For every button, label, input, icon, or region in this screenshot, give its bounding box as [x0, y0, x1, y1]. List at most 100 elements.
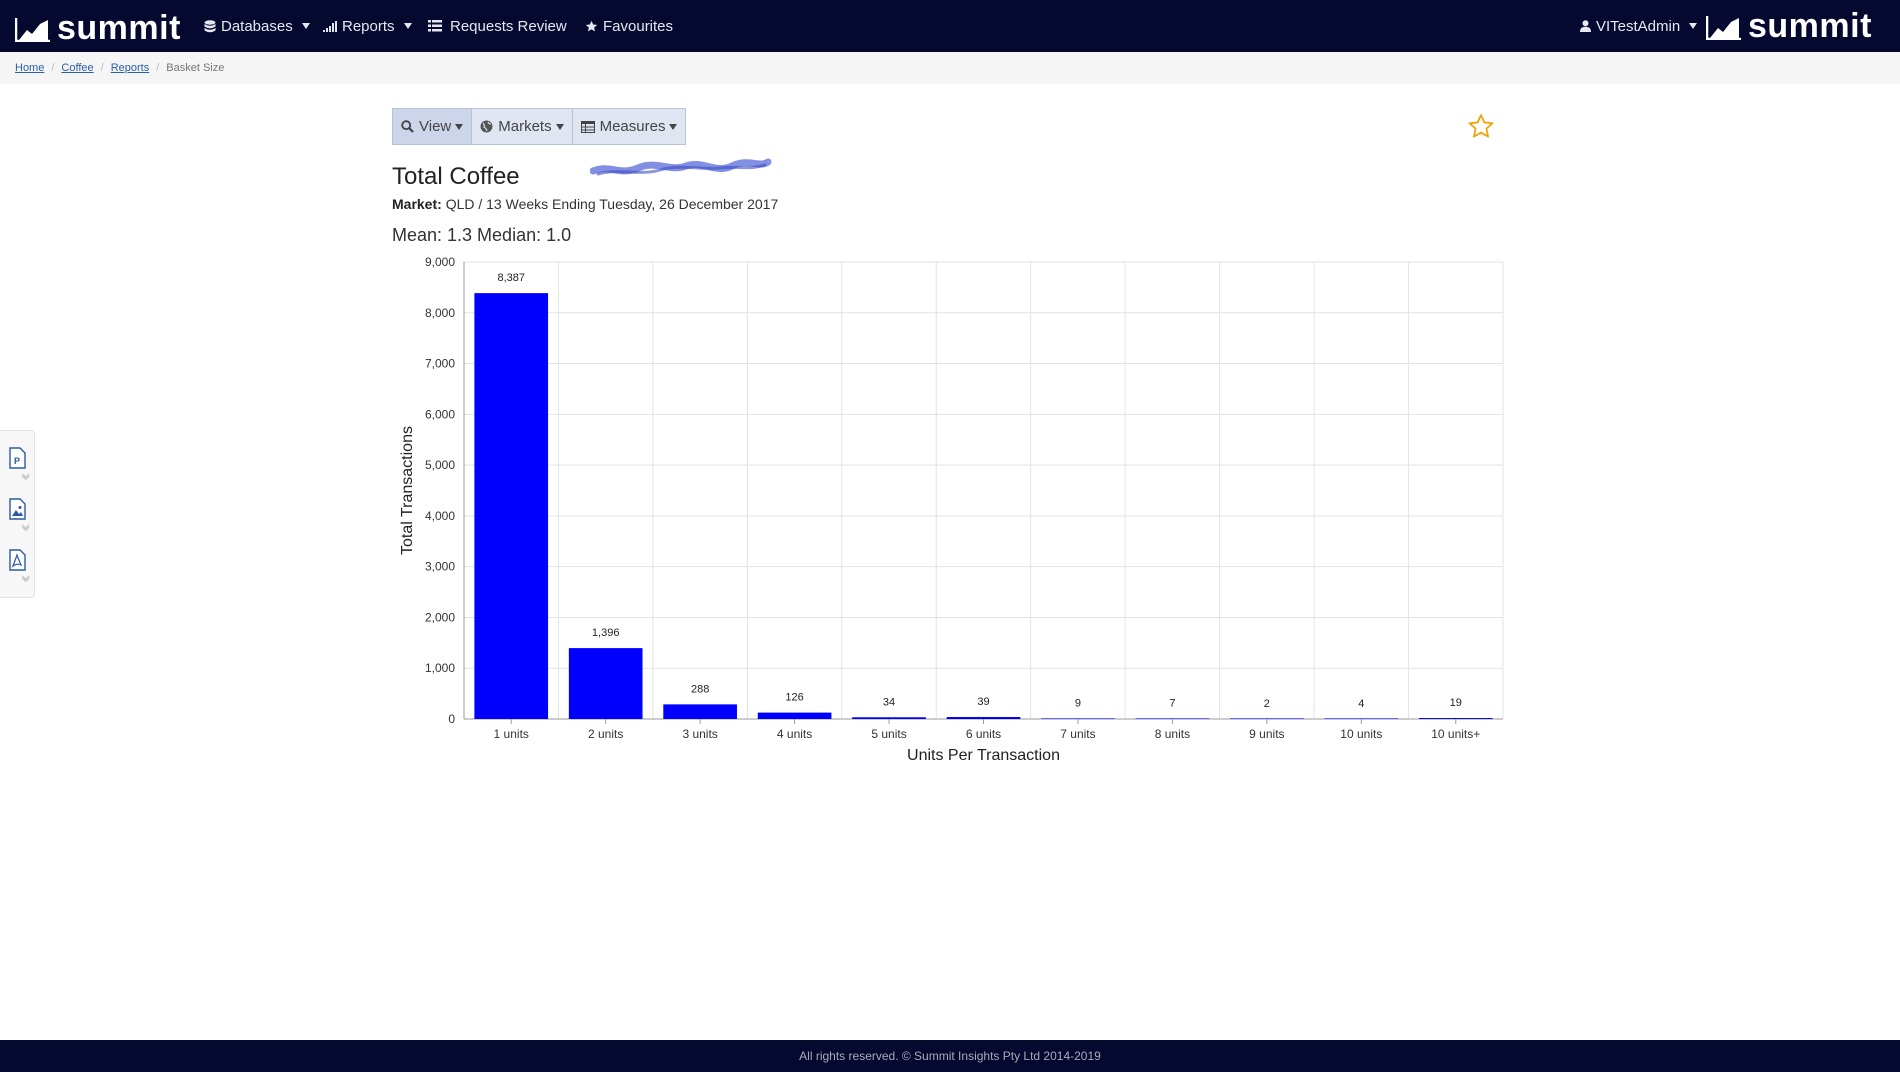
nav-favourites-label: Favourites [603, 17, 674, 35]
x-tick-label: 2 units [588, 727, 623, 741]
x-tick-label: 10 units+ [1431, 727, 1480, 741]
export-panel: P [0, 430, 35, 598]
breadcrumb-home[interactable]: Home [15, 62, 45, 74]
data-label: 4 [1358, 698, 1364, 710]
copyright-text: All rights reserved. © Summit Insights P… [799, 1049, 1101, 1063]
x-tick-label: 4 units [777, 727, 812, 741]
data-label: 2 [1264, 698, 1270, 710]
x-tick-label: 10 units [1340, 727, 1382, 741]
export-powerpoint-icon[interactable]: P [7, 447, 31, 481]
nav-databases[interactable]: Databases [204, 0, 310, 52]
database-icon [204, 19, 216, 33]
chart-x-ticks: 1 units 2 units 3 units 4 units 5 units 6 uni… [494, 719, 1480, 741]
data-label: 34 [883, 696, 895, 708]
bar-11[interactable] [1418, 718, 1493, 719]
chart-bars [474, 293, 1493, 719]
measures-dropdown-button[interactable]: Measures [571, 108, 687, 145]
x-tick-label: 5 units [871, 727, 906, 741]
summit-logo-icon [15, 17, 50, 42]
y-tick-label: 1,000 [425, 661, 455, 675]
data-label: 19 [1450, 697, 1462, 709]
chevron-down-icon [403, 23, 412, 29]
data-label: 39 [977, 696, 989, 708]
y-tick-label: 0 [448, 712, 455, 726]
summit-logo[interactable]: summit [15, 9, 181, 48]
export-image-icon[interactable] [7, 498, 31, 532]
user-menu[interactable]: VITestAdmin [1580, 0, 1698, 52]
breadcrumb-reports[interactable]: Reports [110, 62, 150, 74]
y-tick-label: 2,000 [425, 610, 455, 624]
export-pdf-icon[interactable] [7, 549, 31, 583]
nav-requests-review[interactable]: Requests Review [428, 0, 567, 52]
x-tick-label: 3 units [682, 727, 717, 741]
nav-requests-review-label: Requests Review [450, 17, 567, 35]
star-icon [585, 20, 598, 33]
breadcrumb-separator: / [156, 62, 160, 74]
user-icon [1580, 20, 1591, 32]
table-icon [580, 120, 595, 133]
x-tick-label: 1 units [494, 727, 529, 741]
bar-1[interactable] [474, 293, 549, 719]
summary-stats: Mean: 1.3 Median: 1.0 [392, 225, 572, 245]
breadcrumb-separator: / [100, 62, 104, 74]
data-label: 9 [1075, 698, 1081, 710]
globe-icon [480, 120, 493, 133]
report-toolbar: View Markets Measures [392, 108, 687, 145]
bar-5[interactable] [852, 717, 926, 719]
chevron-down-icon [669, 123, 678, 130]
y-tick-label: 5,000 [425, 458, 455, 472]
markets-label: Markets [498, 118, 552, 135]
favourite-star-icon[interactable] [1467, 113, 1495, 145]
list-icon [428, 20, 442, 32]
market-line: Market: QLD / 13 Weeks Ending Tuesday, 2… [392, 196, 778, 212]
bar-7[interactable] [1041, 718, 1115, 719]
nav-reports[interactable]: Reports [323, 0, 412, 52]
y-tick-label: 8,000 [425, 306, 455, 320]
redaction-scribble [590, 158, 772, 176]
breadcrumb: Home / Coffee / Reports / Basket Size [0, 52, 1900, 84]
user-name: VITestAdmin [1596, 17, 1681, 35]
summit-logo-right: summit [1706, 7, 1872, 46]
y-axis-label: Total Transactions [399, 426, 416, 555]
x-tick-label: 8 units [1155, 727, 1190, 741]
nav-reports-label: Reports [342, 17, 395, 35]
y-tick-label: 7,000 [425, 357, 455, 371]
brand-text: summit [57, 9, 181, 47]
market-label: Market: [392, 196, 442, 212]
footer: All rights reserved. © Summit Insights P… [0, 1040, 1900, 1072]
chevron-down-icon [555, 123, 564, 130]
breadcrumb-coffee[interactable]: Coffee [61, 62, 94, 74]
data-label: 288 [691, 683, 709, 695]
top-navbar: summit Databases Reports Requests Review… [0, 0, 1900, 52]
chart-y-ticks: 0 1,000 2,000 3,000 4,000 5,000 6,000 7,000 8,00… [425, 255, 455, 726]
signal-bars-icon [323, 20, 337, 32]
y-tick-label: 3,000 [425, 560, 455, 574]
x-tick-label: 7 units [1060, 727, 1095, 741]
markets-dropdown-button[interactable]: Markets [471, 108, 573, 145]
nav-favourites[interactable]: Favourites [585, 0, 673, 52]
nav-databases-label: Databases [221, 17, 293, 35]
bar-9[interactable] [1230, 718, 1304, 719]
search-icon [401, 120, 414, 133]
market-value: QLD / 13 Weeks Ending Tuesday, 26 Decemb… [445, 196, 779, 212]
breadcrumb-current: Basket Size [166, 62, 225, 74]
data-label: 1,396 [592, 627, 620, 639]
bar-8[interactable] [1135, 718, 1210, 719]
summit-logo-icon [1706, 15, 1741, 40]
bar-2[interactable] [568, 648, 643, 719]
x-tick-label: 6 units [966, 727, 1001, 741]
measures-label: Measures [599, 118, 666, 135]
report-title: Total Coffee [392, 163, 520, 190]
chart-data-labels: 8,387 1,396 288 126 34 39 9 7 2 4 19 [497, 272, 1461, 710]
chevron-down-icon [301, 23, 310, 29]
bar-3[interactable] [663, 704, 737, 719]
bar-4[interactable] [757, 712, 832, 719]
chevron-down-icon [1689, 23, 1698, 29]
x-axis-label: Units Per Transaction [907, 747, 1060, 764]
data-label: 126 [785, 692, 803, 704]
bar-10[interactable] [1324, 718, 1399, 719]
bar-6[interactable] [946, 717, 1021, 719]
data-label: 8,387 [497, 272, 525, 284]
view-dropdown-button[interactable]: View [392, 108, 473, 145]
y-tick-label: 4,000 [425, 509, 455, 523]
